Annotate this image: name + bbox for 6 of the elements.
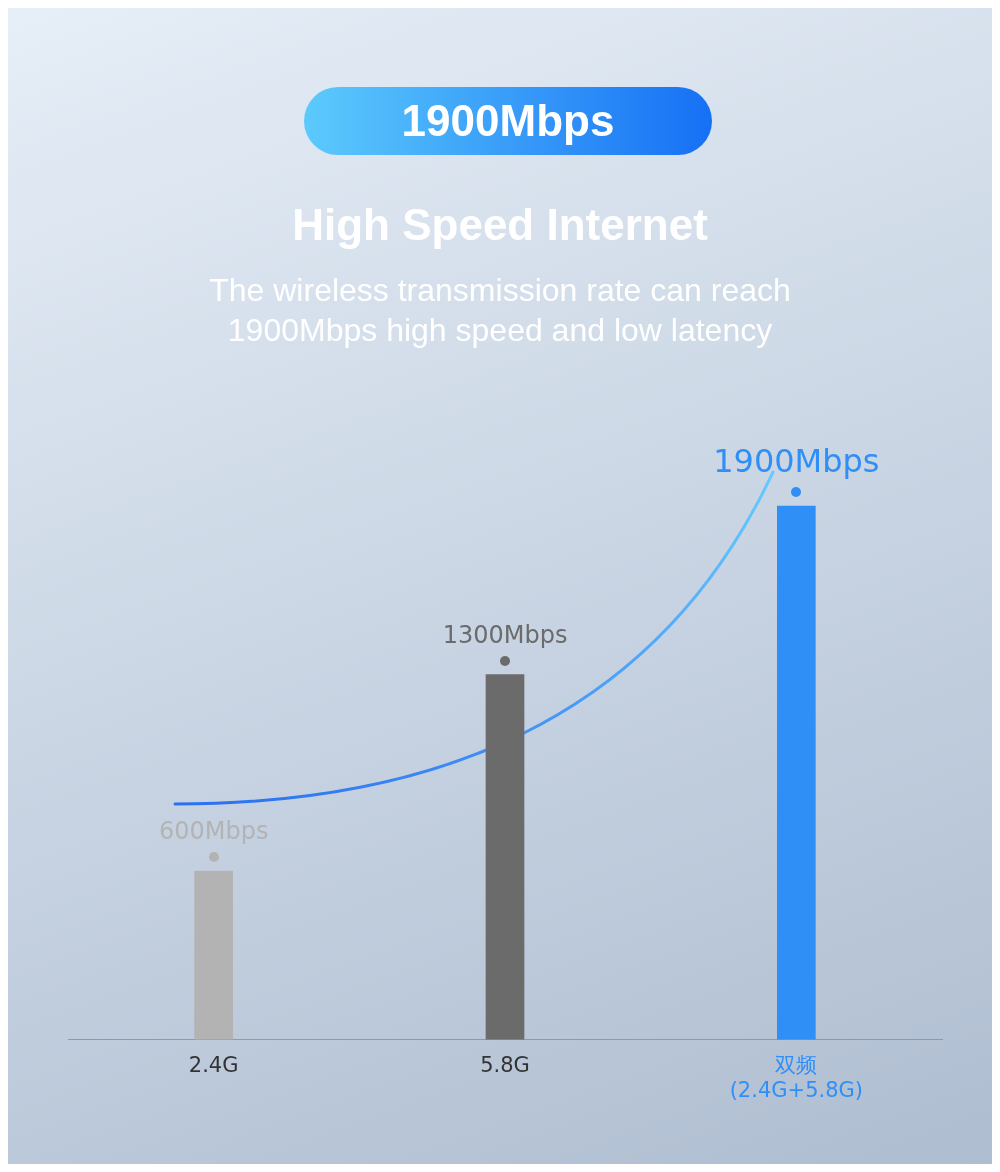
x-tick-label: 双频 (2.4G+5.8G) [729, 1052, 863, 1102]
text: 1900Mbps [304, 87, 712, 155]
x-tick-label: 5.8G [480, 1052, 530, 1077]
data-label: 1900Mbps [713, 442, 880, 481]
data-label: 1300Mbps [442, 620, 568, 649]
x-tick-label: 2.4G [188, 1052, 239, 1077]
